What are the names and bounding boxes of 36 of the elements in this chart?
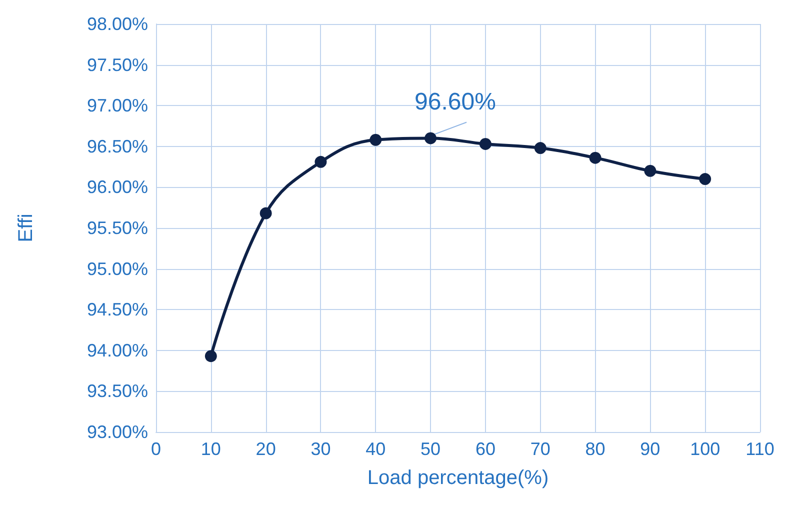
y-tick-label: 95.00% [86,258,148,279]
y-tick-label: 95.50% [86,218,148,238]
x-tick-label: 60 [475,439,496,459]
x-tick-label: 80 [585,439,606,459]
x-tick-label: 0 [150,439,162,459]
x-tick-label: 110 [746,439,774,459]
point [644,164,656,177]
x-tick-label: 10 [200,439,221,459]
y-tick-label: 93.50% [86,381,148,402]
point [424,132,437,144]
point [589,152,602,164]
y-tick-label: 93.00% [86,422,148,442]
x-tick-label: 70 [530,439,550,459]
y-tick-label: 97.00% [86,96,148,116]
y-tick-label: 97.50% [86,54,148,75]
point [260,207,272,220]
y-tick-label: 94.00% [86,340,148,360]
x-axis-title: Load percentage(%) [367,467,549,489]
annotation: 96.60% [414,88,496,116]
y-axis-title: Effi [15,214,37,242]
x-tick-label: 50 [420,439,441,459]
point [534,142,546,154]
point [370,134,382,146]
y-tick-label: 94.50% [86,300,148,320]
y-tick-label: 96.00% [86,177,148,198]
point [314,156,327,168]
y-tick-label: 98.00% [86,14,148,34]
point [699,173,712,186]
x-tick-label: 20 [256,439,276,459]
x-tick-label: 100 [690,439,720,459]
x-tick-label: 30 [310,439,331,459]
point [204,350,217,362]
x-tick-label: 40 [366,439,386,459]
y-tick-label: 96.50% [86,136,148,156]
point [479,138,492,150]
x-tick-label: 90 [640,439,660,459]
